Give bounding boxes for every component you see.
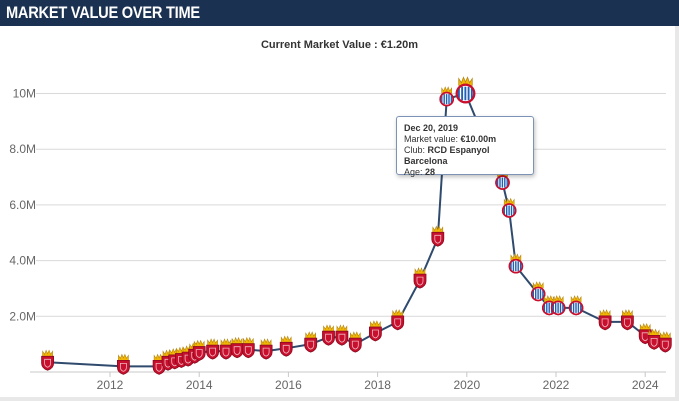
espanyol-crest-marker[interactable]	[455, 76, 476, 104]
series-line	[47, 92, 666, 368]
frame-edge-right	[675, 26, 679, 401]
tooltip-age-row: Age: 28	[404, 167, 533, 178]
tooltip-age-label: Age:	[404, 167, 423, 177]
y-tick-label: 8.0M	[9, 142, 36, 156]
series-line-path	[47, 92, 666, 368]
club-crest-marker[interactable]	[598, 309, 612, 331]
club-crest-marker[interactable]	[206, 338, 220, 360]
club-crest-marker[interactable]	[658, 331, 672, 353]
club-crest-marker[interactable]	[41, 349, 54, 371]
club-crest-marker[interactable]	[348, 331, 362, 353]
x-tick-label: 2022	[543, 378, 570, 392]
espanyol-crest-marker[interactable]	[495, 169, 510, 190]
club-crest-marker[interactable]	[230, 336, 244, 359]
club-crest-marker[interactable]	[431, 225, 445, 247]
y-axis-ticks: 2.0M 4.0M 6.0M 8.0M 10M	[9, 87, 36, 324]
club-crest-marker[interactable]	[192, 339, 206, 361]
tooltip-market-value-label: Market value:	[404, 134, 459, 144]
club-crest-marker[interactable]	[259, 338, 273, 360]
club-crest-marker[interactable]	[647, 328, 661, 350]
club-crest-marker[interactable]	[621, 309, 634, 331]
club-crest-marker[interactable]	[335, 324, 349, 346]
tooltip: Dec 20, 2019 Market value: €10.00m Club:…	[396, 116, 534, 178]
club-crest-marker[interactable]	[304, 331, 318, 353]
club-crest-marker[interactable]	[368, 320, 382, 342]
espanyol-crest-marker[interactable]	[508, 253, 524, 274]
espanyol-crest-marker[interactable]	[550, 295, 566, 316]
x-tick-label: 2016	[275, 378, 302, 392]
club-crest-marker[interactable]	[413, 267, 427, 289]
espanyol-crest-marker[interactable]	[439, 86, 455, 107]
y-tick-label: 4.0M	[9, 254, 36, 268]
tooltip-club-row: Club: RCD Espanyol Barcelona	[404, 145, 533, 167]
x-tick-label: 2020	[453, 378, 480, 392]
frame-edge-bottom	[0, 397, 679, 401]
club-crest-marker[interactable]	[391, 309, 405, 331]
data-points[interactable]	[41, 76, 672, 375]
tooltip-date: Dec 20, 2019	[404, 123, 459, 133]
espanyol-crest-marker[interactable]	[568, 295, 584, 316]
tooltip-club-label: Club:	[404, 145, 426, 155]
x-axis-ticks: 2012 2014 2016 2018 2020 2022 2024	[97, 372, 659, 392]
x-tick-label: 2014	[186, 378, 213, 392]
club-crest-marker[interactable]	[219, 338, 233, 360]
header-bar: MARKET VALUE OVER TIME	[0, 0, 679, 26]
club-crest-marker[interactable]	[279, 335, 293, 357]
section-title: MARKET VALUE OVER TIME	[6, 3, 200, 22]
espanyol-crest-marker[interactable]	[530, 281, 546, 302]
tooltip-age: 28	[425, 167, 436, 177]
y-tick-label: 10M	[13, 87, 36, 101]
tooltip-club: RCD Espanyol Barcelona	[404, 145, 490, 166]
x-tick-label: 2012	[97, 378, 124, 392]
y-tick-label: 2.0M	[9, 309, 36, 323]
club-crest-marker[interactable]	[117, 353, 130, 375]
tooltip-market-value-row: Market value: €10.00m	[404, 134, 533, 145]
espanyol-crest-marker[interactable]	[501, 197, 517, 218]
chart-subtitle: Current Market Value : €1.20m	[260, 39, 419, 51]
club-crest-marker[interactable]	[241, 336, 255, 359]
grid-lines	[36, 93, 666, 317]
y-tick-label: 6.0M	[9, 198, 36, 212]
club-crest-marker[interactable]	[322, 324, 335, 346]
tooltip-market-value: €10.00m	[460, 134, 497, 144]
x-tick-label: 2024	[632, 378, 659, 392]
x-tick-label: 2018	[364, 378, 391, 392]
